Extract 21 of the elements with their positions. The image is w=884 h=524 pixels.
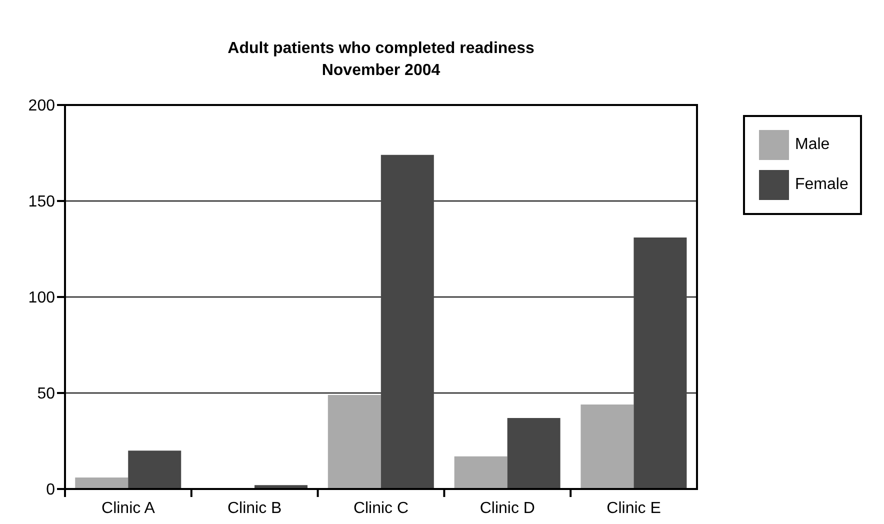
bar <box>454 456 508 489</box>
bar <box>380 154 434 489</box>
y-tick-label: 100 <box>28 290 56 307</box>
legend-label: Female <box>795 176 848 194</box>
bar <box>634 237 687 489</box>
y-tick-label: 50 <box>37 386 56 403</box>
x-tick-label: Clinic E <box>606 500 661 517</box>
bar <box>128 450 182 489</box>
bar <box>328 394 381 489</box>
y-tick-label: 200 <box>28 98 56 115</box>
x-tick-label: Clinic B <box>227 500 282 517</box>
y-tick-label: 150 <box>28 194 56 211</box>
x-tick-label: Clinic D <box>480 500 535 517</box>
x-tick-label: Clinic C <box>353 500 409 517</box>
bar <box>507 418 560 489</box>
y-tick-label: 0 <box>46 482 56 499</box>
x-tick-label: Clinic A <box>102 500 156 517</box>
legend-label: Male <box>795 136 830 154</box>
chart-title: Adult patients who completed readiness November 2004 <box>226 39 536 81</box>
bar <box>580 404 634 489</box>
bar <box>75 477 128 489</box>
